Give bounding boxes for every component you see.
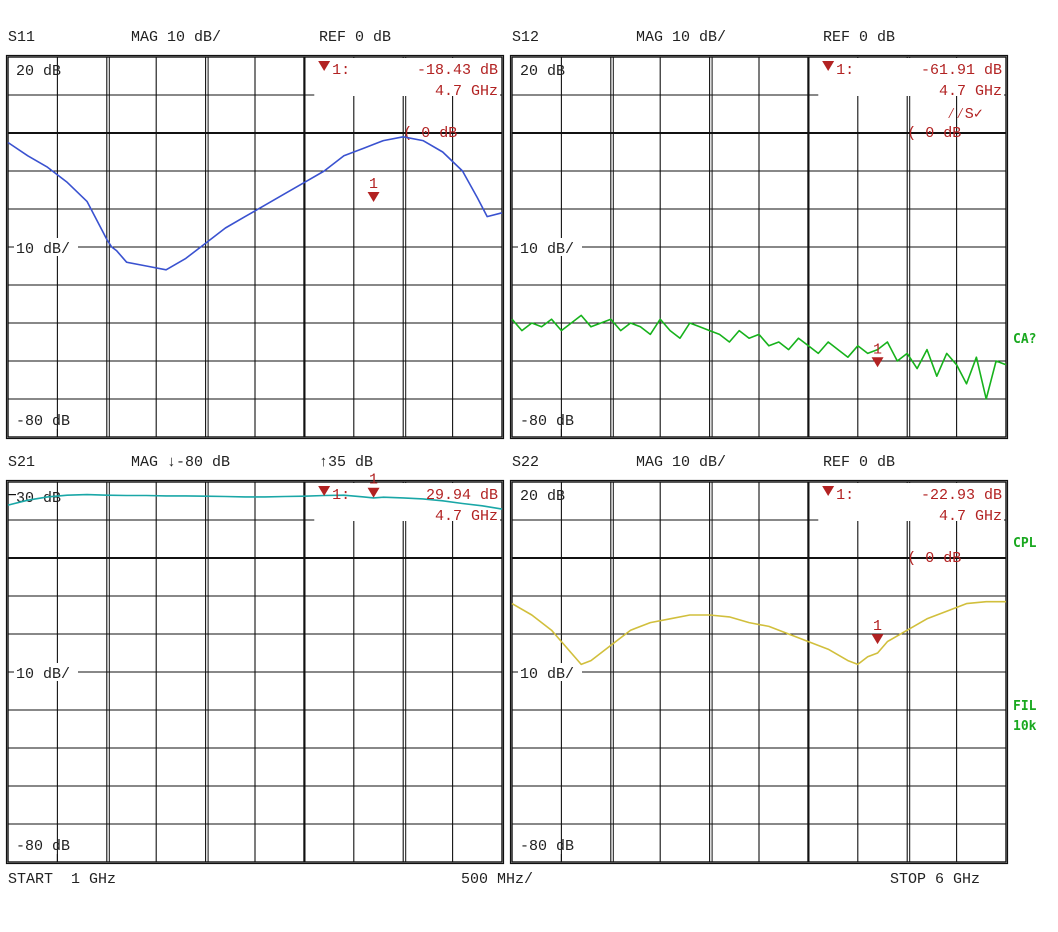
s22-trace (511, 600, 1006, 666)
sweep-start-label: START 1 GHz (8, 871, 117, 888)
grid (8, 57, 502, 437)
coupled-status-label: CPL (1013, 536, 1037, 551)
cal-warning-icon: ∕∕S✓ (947, 106, 983, 123)
y-mid-label: 10 dB/ (16, 241, 70, 258)
s22-chart: 20 dB 10 dB/ -80 dB ( 0 dB 1: -22.93 dB 4.7 GH… (509, 479, 1009, 865)
marker-active-icon (822, 61, 835, 71)
s22-ref: REF 0 dB (823, 454, 896, 471)
marker-1-icon (367, 487, 380, 498)
y-bottom-label: -80 dB (520, 838, 574, 855)
marker-freq: 4.7 GHz (435, 83, 498, 100)
y-top-label: 20 dB (520, 488, 565, 505)
s22-scale: MAG 10 dB/ (636, 454, 727, 471)
marker-active-icon (318, 61, 331, 71)
ref-level-marker: ( 0 dB (907, 550, 961, 567)
s12-ref: REF 0 dB (823, 29, 896, 46)
marker-value: -22.93 dB (921, 487, 1002, 504)
s11-trace (7, 136, 503, 271)
marker-1-label: 1 (873, 341, 882, 358)
s12-scale: MAG 10 dB/ (636, 29, 727, 46)
marker-label: 1: (332, 487, 350, 504)
y-top-label: 20 dB (520, 63, 565, 80)
s12-chart: 20 dB 10 dB/ -80 dB ( 0 dB ∕∕S✓ 1: -61.91 dB 4.… (509, 54, 1009, 440)
sweep-stop-label: STOP 6 GHz (890, 871, 981, 888)
marker-freq: 4.7 GHz (939, 83, 1002, 100)
s12-trace (511, 314, 1007, 400)
marker-label: 1: (332, 62, 350, 79)
y-mid-label: 10 dB/ (16, 666, 70, 683)
s11-scale: MAG 10 dB/ (131, 29, 222, 46)
marker-active-icon (318, 486, 331, 496)
s22-title: S22 (512, 454, 540, 471)
s21-title: S21 (8, 454, 36, 471)
marker-value: -61.91 dB (921, 62, 1002, 79)
y-bottom-label: -80 dB (16, 838, 70, 855)
filter-status-label: FIL (1013, 699, 1037, 714)
marker-1-icon (871, 357, 884, 368)
grid (8, 482, 502, 862)
s21-trace (7, 493, 503, 510)
ref-level-marker: ( 0 dB (907, 125, 961, 142)
marker-freq: 4.7 GHz (435, 508, 498, 525)
y-mid-label: 10 dB/ (520, 241, 574, 258)
y-bottom-label: -80 dB (520, 413, 574, 430)
marker-label: 1: (836, 487, 854, 504)
marker-1-label: 1 (369, 176, 378, 193)
s12-title: S12 (512, 29, 540, 46)
s21-ref: ↑35 dB (319, 454, 374, 471)
y-top-label: 20 dB (16, 63, 61, 80)
filter-bw-label: 10k (1013, 719, 1037, 734)
marker-1-icon (367, 192, 380, 203)
s11-chart: 20 dB 10 dB/ -80 dB ( 0 dB 1: -18.43 dB 4.7 GH… (5, 54, 505, 440)
s21-scale: MAG ↓-80 dB (131, 454, 231, 471)
marker-active-icon (822, 486, 835, 496)
s11-ref: REF 0 dB (319, 29, 392, 46)
y-mid-label: 10 dB/ (520, 666, 574, 683)
marker-label: 1: (836, 62, 854, 79)
marker-1-label: 1 (873, 618, 882, 635)
ref-level-marker: ( 0 dB (403, 125, 457, 142)
grid (512, 57, 1006, 437)
marker-value: -18.43 dB (417, 62, 498, 79)
y-bottom-label: -80 dB (16, 413, 70, 430)
marker-1-label: 1 (369, 472, 378, 489)
marker-value: 29.94 dB (426, 487, 498, 504)
cal-status-label: CA? (1013, 332, 1037, 347)
sweep-span-label: 500 MHz/ (461, 871, 534, 888)
marker-freq: 4.7 GHz (939, 508, 1002, 525)
s11-title: S11 (8, 29, 36, 46)
grid (512, 482, 1006, 862)
marker-1-icon (871, 634, 884, 645)
